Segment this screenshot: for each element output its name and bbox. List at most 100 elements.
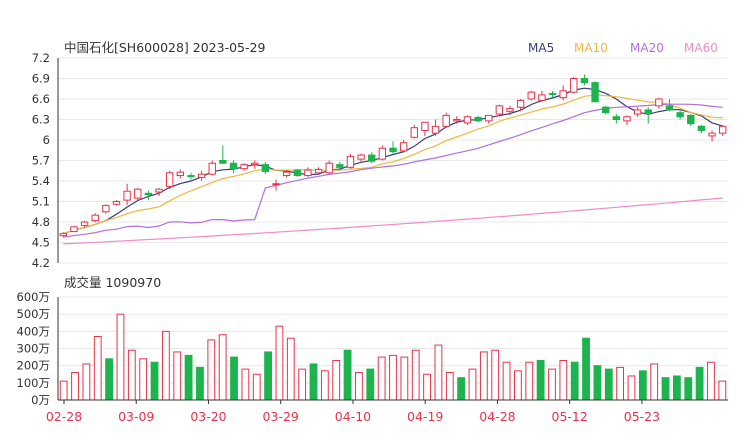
volume-bar [332,360,341,401]
volume-bar [275,325,284,401]
volume-bar [252,373,261,401]
candle-body [463,116,472,124]
price-tick-label: 6.3 [32,113,50,127]
candle [453,116,461,124]
candle [261,161,270,175]
candle [570,77,578,94]
volume-bar [718,380,727,401]
candle-body [91,214,99,222]
price-tick-label: 4.8 [32,215,50,229]
candle-body [336,164,344,168]
volume-bar [196,366,204,401]
price-tick-label: 5.1 [32,195,50,209]
date-tick-label: 05-23 [624,409,660,424]
candle [548,90,557,99]
candle [134,187,142,201]
candle [378,145,387,161]
candle [580,74,589,86]
candle-body [219,160,227,164]
candle [665,99,674,112]
volume-bar [127,349,136,401]
candle-body [59,233,68,237]
candle [240,163,248,171]
candle-body [229,162,238,170]
volume-bar [82,363,91,401]
candle-body [612,116,621,121]
candle-body [410,127,418,138]
candle [325,160,333,175]
candle [282,170,291,178]
candle-body [623,116,631,122]
candle-body [251,162,259,166]
volume-bar [241,368,250,401]
candle [538,90,546,102]
date-tick-label: 04-28 [479,409,515,424]
candle-body [708,132,716,137]
volume-bar [218,334,227,401]
candle [219,145,227,164]
candle [144,190,153,201]
candle-body [123,190,131,201]
candle [516,99,525,112]
volume-bar [343,349,352,401]
legend-ma10: MA10 [574,41,608,55]
volume-bar [650,363,659,401]
candle [431,119,440,136]
candle-body [697,125,706,131]
volume-bar [286,337,295,401]
volume-bar [457,377,466,401]
candle [442,112,450,128]
candle [91,213,99,222]
candle [368,152,376,164]
candle [474,116,482,123]
volume-bar [230,356,238,401]
candle-body [155,188,163,193]
candle-body [272,183,280,186]
ma-legend: MA5 MA10 MA20 MA60 [528,41,718,55]
candles [59,74,727,238]
candle [708,130,716,142]
candle-body [665,105,674,111]
price-grid [58,57,728,264]
volume-bar [173,351,182,401]
volume-bar [423,373,431,401]
volume-tick-label: 400万 [17,324,50,338]
candle [155,187,163,197]
candle [357,153,365,162]
candle-body [655,98,663,107]
volume-bar [502,361,511,401]
candle-body [389,147,397,153]
candle-body [718,125,727,134]
ma20-line [63,103,723,238]
candle-body [453,119,461,122]
candle-body [102,205,110,213]
moving-average-lines [63,87,723,245]
candle-body [368,154,376,162]
volume-bar [71,372,79,401]
candle [591,81,599,103]
volume-bar [105,358,114,401]
legend-ma5: MA5 [528,41,554,55]
volume-tick-label: 200万 [17,359,50,373]
volume-bar [672,375,681,401]
candle [676,109,684,120]
candle-body [304,169,312,177]
candle-body [506,108,514,112]
candle [687,114,695,127]
candle-body [208,162,216,175]
candle-body [676,112,684,118]
candle-body [602,106,610,114]
candle [123,183,131,205]
candle [559,85,567,101]
volume-bar [355,372,363,401]
price-axis: 7.2 6.9 6.6 6.3 6 5.7 5.4 5.1 4.8 4.5 4.2 [32,51,59,270]
candle [527,90,535,101]
price-tick-label: 6 [43,133,50,147]
candle-body [240,164,248,170]
candle-body [591,82,599,103]
volume-bar [150,361,159,401]
volume-bar [298,368,307,401]
candle [187,172,195,180]
volume-bar [320,370,329,401]
